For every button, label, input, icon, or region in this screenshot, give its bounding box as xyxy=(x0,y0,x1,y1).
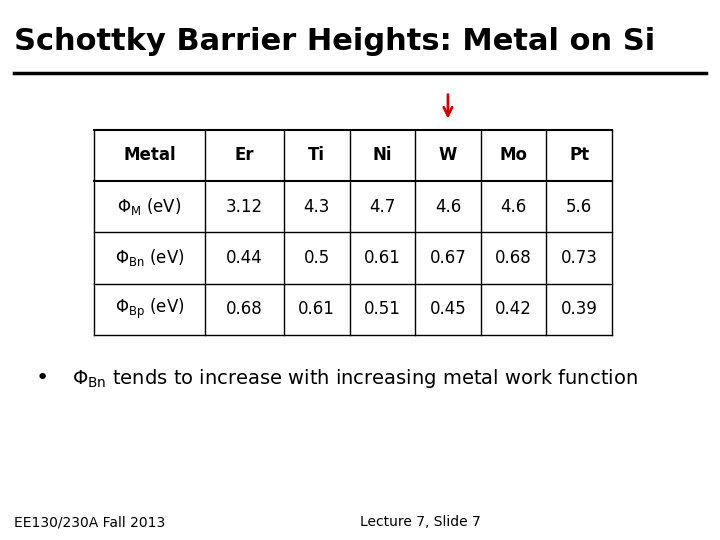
Text: Metal: Metal xyxy=(123,146,176,164)
Text: 0.61: 0.61 xyxy=(364,249,401,267)
Text: Ni: Ni xyxy=(372,146,392,164)
Text: W: W xyxy=(438,146,457,164)
Text: 0.73: 0.73 xyxy=(561,249,598,267)
Text: $\Phi_{\mathregular{Bn}}$ (eV): $\Phi_{\mathregular{Bn}}$ (eV) xyxy=(114,247,184,268)
Text: 0.67: 0.67 xyxy=(430,249,467,267)
Text: 4.6: 4.6 xyxy=(500,198,527,215)
Text: 3.12: 3.12 xyxy=(226,198,263,215)
Text: 4.3: 4.3 xyxy=(304,198,330,215)
Text: Er: Er xyxy=(235,146,254,164)
Text: Mo: Mo xyxy=(500,146,528,164)
Text: $\Phi_{\mathregular{Bp}}$ (eV): $\Phi_{\mathregular{Bp}}$ (eV) xyxy=(114,297,184,321)
Text: Schottky Barrier Heights: Metal on Si: Schottky Barrier Heights: Metal on Si xyxy=(14,27,656,56)
Text: EE130/230A Fall 2013: EE130/230A Fall 2013 xyxy=(14,515,166,529)
Text: 0.39: 0.39 xyxy=(561,300,598,318)
Text: 0.61: 0.61 xyxy=(298,300,335,318)
Text: 0.42: 0.42 xyxy=(495,300,532,318)
Text: •: • xyxy=(36,368,49,388)
Text: 0.51: 0.51 xyxy=(364,300,401,318)
Text: 0.68: 0.68 xyxy=(226,300,263,318)
Text: 4.6: 4.6 xyxy=(435,198,461,215)
Text: 0.5: 0.5 xyxy=(304,249,330,267)
Text: Lecture 7, Slide 7: Lecture 7, Slide 7 xyxy=(360,515,481,529)
Text: 5.6: 5.6 xyxy=(566,198,593,215)
Text: 0.44: 0.44 xyxy=(226,249,263,267)
Text: 4.7: 4.7 xyxy=(369,198,395,215)
Text: Ti: Ti xyxy=(308,146,325,164)
Text: $\Phi_{\mathregular{M}}$ (eV): $\Phi_{\mathregular{M}}$ (eV) xyxy=(117,196,181,217)
Text: $\Phi_{\mathregular{Bn}}$ tends to increase with increasing metal work function: $\Phi_{\mathregular{Bn}}$ tends to incre… xyxy=(72,367,638,389)
Text: Pt: Pt xyxy=(569,146,589,164)
Text: 0.45: 0.45 xyxy=(430,300,467,318)
Text: 0.68: 0.68 xyxy=(495,249,532,267)
